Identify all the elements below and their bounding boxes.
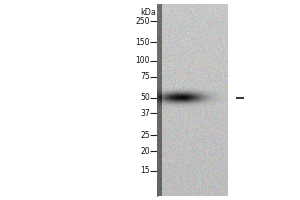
Text: 50: 50 xyxy=(140,93,150,102)
Text: 15: 15 xyxy=(140,166,150,175)
Text: 250: 250 xyxy=(136,17,150,26)
Text: kDa: kDa xyxy=(140,8,156,17)
Text: 20: 20 xyxy=(140,147,150,156)
Text: 150: 150 xyxy=(136,38,150,47)
Text: 37: 37 xyxy=(140,109,150,118)
Text: 100: 100 xyxy=(136,56,150,65)
Text: 25: 25 xyxy=(140,131,150,140)
Text: 75: 75 xyxy=(140,72,150,81)
